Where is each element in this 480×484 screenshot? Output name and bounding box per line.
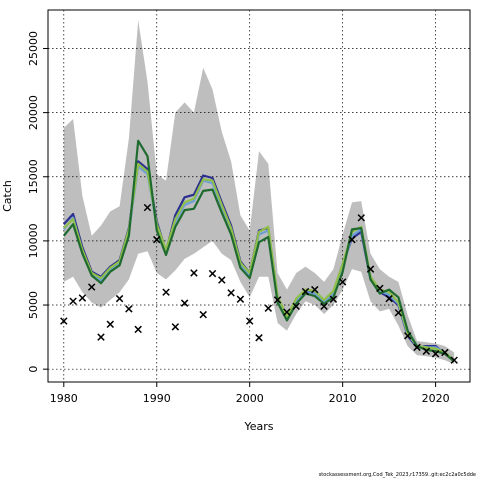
y-axis-label: Catch [1,180,14,212]
y-tick-label: 25000 [27,31,40,66]
observed-point [69,297,77,305]
observed-point [143,203,152,212]
observed-point [329,295,338,303]
observed-point [413,343,421,352]
y-tick-label: 10000 [27,223,40,258]
x-tick-label: 1980 [50,392,78,405]
observed-point [403,332,412,340]
observed-point [283,308,291,316]
observed-point [441,348,449,357]
observed-point [450,356,458,364]
x-tick-label: 2020 [422,392,450,405]
observed-point [106,320,115,329]
observed-point [125,305,133,313]
confidence-band-layer [63,20,455,365]
observed-point [366,265,375,273]
footer-credit: stockassessment.org,Cod_Tek_2023,r17359.… [318,472,476,478]
observed-point [431,350,440,358]
observed-point [97,333,105,341]
observed-point [162,288,170,296]
observed-point [199,310,207,319]
x-axis-label: Years [243,420,273,433]
y-tick-label: 0 [27,366,40,373]
observed-point [227,289,235,297]
observed-point [348,235,356,244]
observed-point [422,347,431,355]
observed-point [311,285,319,294]
observed-point [292,302,300,311]
y-tick-label: 20000 [27,95,40,130]
plot-frame [47,9,471,383]
observed-point [301,287,310,296]
x-tick-label: 2010 [329,392,357,405]
observed-point [255,334,263,342]
observed-point [153,235,161,244]
observed-point [385,294,393,303]
observed-point [320,302,328,311]
observed-point [245,317,254,325]
observed-point [115,294,124,303]
observed-point [171,323,180,331]
observed-point [190,269,198,277]
observed-point [218,276,226,284]
x-tick-label: 1990 [143,392,171,405]
observed-point [134,325,142,334]
observed-point [180,299,189,307]
y-axis: 0 5000 10000 15000 20000 25000 [27,31,48,373]
observed-point [338,278,347,286]
y-tick-label: 15000 [27,159,40,194]
confidence-band [63,20,455,365]
observed-point [208,269,217,278]
x-axis: 1980 1990 2000 2010 2020 [50,382,450,405]
observed-point [376,284,384,293]
observed-point [394,309,403,317]
observed-point [236,295,245,303]
observed-points-layer [60,203,458,364]
series-layer [62,139,455,363]
observed-point [78,294,87,302]
observed-point [357,214,365,222]
observed-point [264,304,273,312]
observed-point [273,296,282,304]
x-tick-label: 2000 [236,392,264,405]
series-line-4 [62,139,455,363]
observed-point [87,283,96,291]
observed-point [60,317,68,325]
y-tick-label: 5000 [27,291,40,319]
